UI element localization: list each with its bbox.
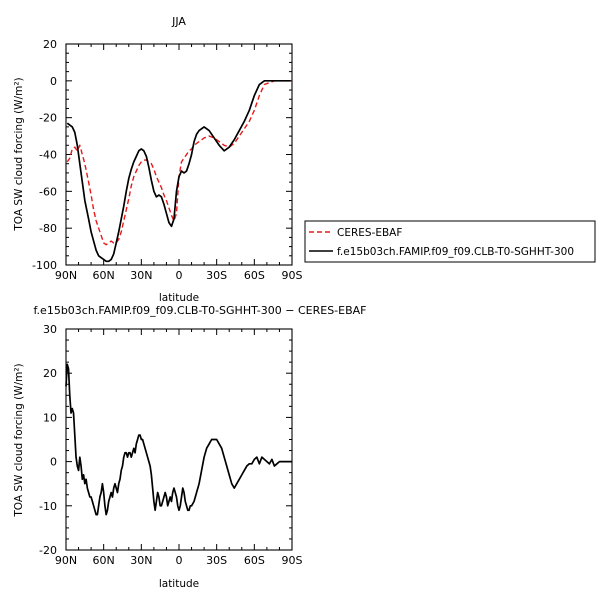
top-y-tick-label: -60: [39, 185, 57, 198]
bottom-panel-xlabel: latitude: [159, 578, 199, 590]
top-panel: JJA TOA SW cloud forcing (W/m²) latitude…: [13, 15, 303, 304]
top-x-tick-label: 0: [176, 269, 183, 282]
top-panel-lines: [66, 79, 291, 263]
bottom-x-tick-label: 90S: [282, 554, 303, 567]
legend-label-ceres: CERES-EBAF: [337, 227, 402, 239]
bottom-panel-ticks: 90N 60N 30N 0 30S 60S 90S -20 -10 0 10 20 30: [39, 323, 302, 567]
bottom-panel-title: f.e15b03ch.FAMIP.f09_f09.CLB-T0-SGHHT-30…: [33, 304, 366, 317]
bottom-panel-frame: [65, 328, 293, 551]
legend-box: [304, 220, 596, 263]
top-y-tick-label: -20: [39, 112, 57, 125]
bottom-panel-ylabel: TOA SW cloud forcing (W/m²): [13, 363, 25, 517]
legend-label-model: f.e15b03ch.FAMIP.f09_f09.CLB-T0-SGHHT-30…: [337, 246, 574, 258]
top-panel-xlabel: latitude: [159, 292, 199, 304]
top-panel-title: JJA: [171, 15, 186, 28]
bottom-y-tick-label: -20: [39, 544, 57, 557]
bottom-series-line-0: [65, 363, 292, 516]
top-y-tick-label: -80: [39, 222, 57, 235]
top-x-tick-label: 90N: [55, 269, 77, 282]
bottom-x-tick-label: 0: [176, 554, 183, 567]
top-panel-ticks: 90N 60N 30N 0 30S 60S 90S -100 -80 -60 -40 -20 0 20: [32, 38, 302, 282]
bottom-y-tick-label: -10: [39, 500, 57, 513]
top-x-tick-label: 60S: [244, 269, 265, 282]
top-x-tick-label: 30S: [206, 269, 227, 282]
top-series-line-ceres-ebaf: [66, 80, 291, 246]
top-y-tick-label: 0: [50, 75, 57, 88]
bottom-y-tick-label: 10: [43, 411, 57, 424]
bottom-x-tick-label: 60S: [244, 554, 265, 567]
legend: CERES-EBAF f.e15b03ch.FAMIP.f09_f09.CLB-…: [304, 220, 596, 263]
top-x-tick-label: 90S: [282, 269, 303, 282]
bottom-x-tick-label: 30N: [130, 554, 152, 567]
bottom-x-tick-label: 30S: [206, 554, 227, 567]
top-panel-frame: [65, 43, 293, 266]
top-y-tick-label: 20: [43, 38, 57, 51]
bottom-x-tick-label: 90N: [55, 554, 77, 567]
bottom-panel-lines: [65, 363, 292, 516]
bottom-y-tick-label: 0: [50, 456, 57, 469]
top-panel-ylabel: TOA SW cloud forcing (W/m²): [13, 77, 25, 231]
bottom-y-tick-label: 20: [43, 367, 57, 380]
bottom-panel: f.e15b03ch.FAMIP.f09_f09.CLB-T0-SGHHT-30…: [13, 304, 367, 590]
top-x-tick-label: 60N: [93, 269, 115, 282]
top-y-tick-label: -40: [39, 149, 57, 162]
top-y-tick-label: -100: [32, 259, 57, 272]
top-series-line-f: [66, 79, 291, 263]
bottom-x-tick-label: 60N: [93, 554, 115, 567]
bottom-y-tick-label: 30: [43, 323, 57, 336]
top-x-tick-label: 30N: [130, 269, 152, 282]
